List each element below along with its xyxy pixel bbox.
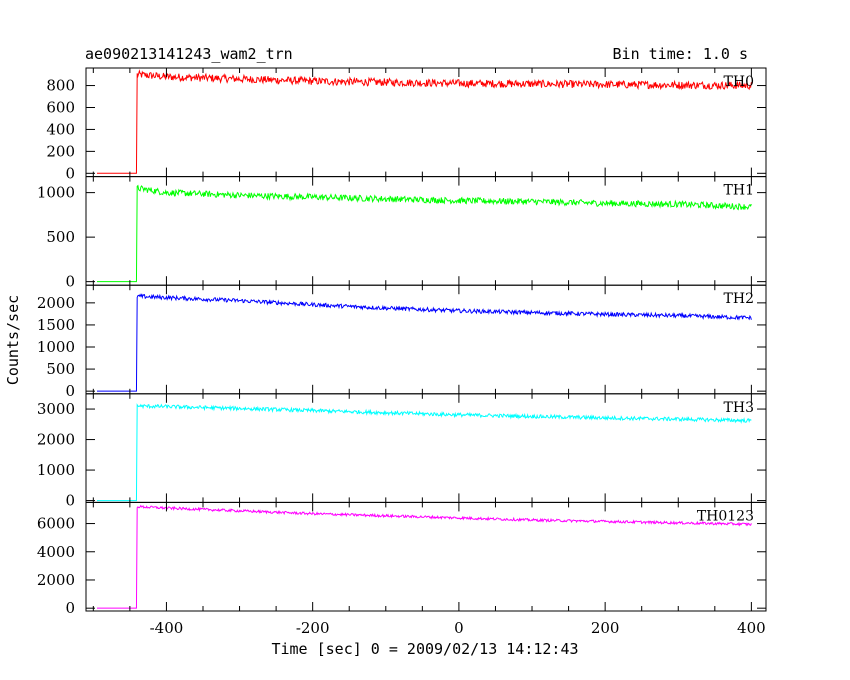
chart-title: ae090213141243_wam2_trn bbox=[85, 45, 293, 63]
y-tick-label-th3: 2000 bbox=[37, 431, 75, 449]
panel-frame-th2 bbox=[85, 284, 767, 395]
y-tick-label-th3: 0 bbox=[65, 492, 75, 510]
y-tick-label-th0123: 6000 bbox=[37, 515, 75, 533]
y-tick-label-th2: 1500 bbox=[37, 316, 75, 334]
x-tick-label: 400 bbox=[737, 619, 766, 637]
y-tick-label-th0: 800 bbox=[46, 77, 75, 95]
y-tick-label-th2: 1000 bbox=[37, 338, 75, 356]
bin-time-label: Bin time: 1.0 s bbox=[613, 45, 748, 63]
y-tick-label-th0: 600 bbox=[46, 98, 75, 116]
y-tick-label-th1: 1000 bbox=[37, 184, 75, 202]
y-tick-label-th3: 1000 bbox=[37, 461, 75, 479]
panel-label-th1: TH1 bbox=[724, 183, 754, 199]
series-line-th2 bbox=[96, 293, 752, 392]
panel-label-th2: TH2 bbox=[724, 291, 754, 307]
series-line-th3 bbox=[96, 403, 752, 502]
x-tick-label: 200 bbox=[591, 619, 620, 637]
series-line-th0 bbox=[96, 69, 752, 174]
y-tick-label-th0123: 4000 bbox=[37, 543, 75, 561]
y-tick-label-th0: 200 bbox=[46, 142, 75, 160]
y-tick-label-th1: 0 bbox=[65, 273, 75, 291]
y-tick-label-th2: 0 bbox=[65, 382, 75, 400]
x-axis-label: Time [sec] 0 = 2009/02/13 14:12:43 bbox=[271, 640, 578, 658]
panel-label-th0123: TH0123 bbox=[697, 508, 754, 524]
panels-group: 0 200 400 600 800 TH0 0 500 1000 TH1 0 500 1000 1500 2… bbox=[37, 67, 767, 637]
y-tick-label-th2: 500 bbox=[46, 360, 75, 378]
panel-label-th3: TH3 bbox=[724, 400, 754, 416]
y-tick-label-th2: 2000 bbox=[37, 294, 75, 312]
y-tick-label-th0123: 2000 bbox=[37, 571, 75, 589]
y-tick-label-th0: 400 bbox=[46, 120, 75, 138]
x-tick-label: -400 bbox=[150, 619, 184, 637]
y-tick-label-th1: 500 bbox=[46, 228, 75, 246]
panel-frame-th0123 bbox=[85, 501, 767, 612]
x-tick-label: -200 bbox=[296, 619, 330, 637]
series-line-th1 bbox=[96, 184, 752, 283]
panel-label-th0: TH0 bbox=[724, 74, 754, 90]
series-line-th0123 bbox=[96, 504, 752, 609]
y-tick-label-th3: 3000 bbox=[37, 400, 75, 418]
y-tick-label-th0123: 0 bbox=[65, 599, 75, 617]
y-axis-label: Counts/sec bbox=[4, 295, 22, 385]
x-tick-label: 0 bbox=[454, 619, 464, 637]
y-tick-label-th0: 0 bbox=[65, 164, 75, 182]
panel-frame-th3 bbox=[85, 393, 767, 503]
